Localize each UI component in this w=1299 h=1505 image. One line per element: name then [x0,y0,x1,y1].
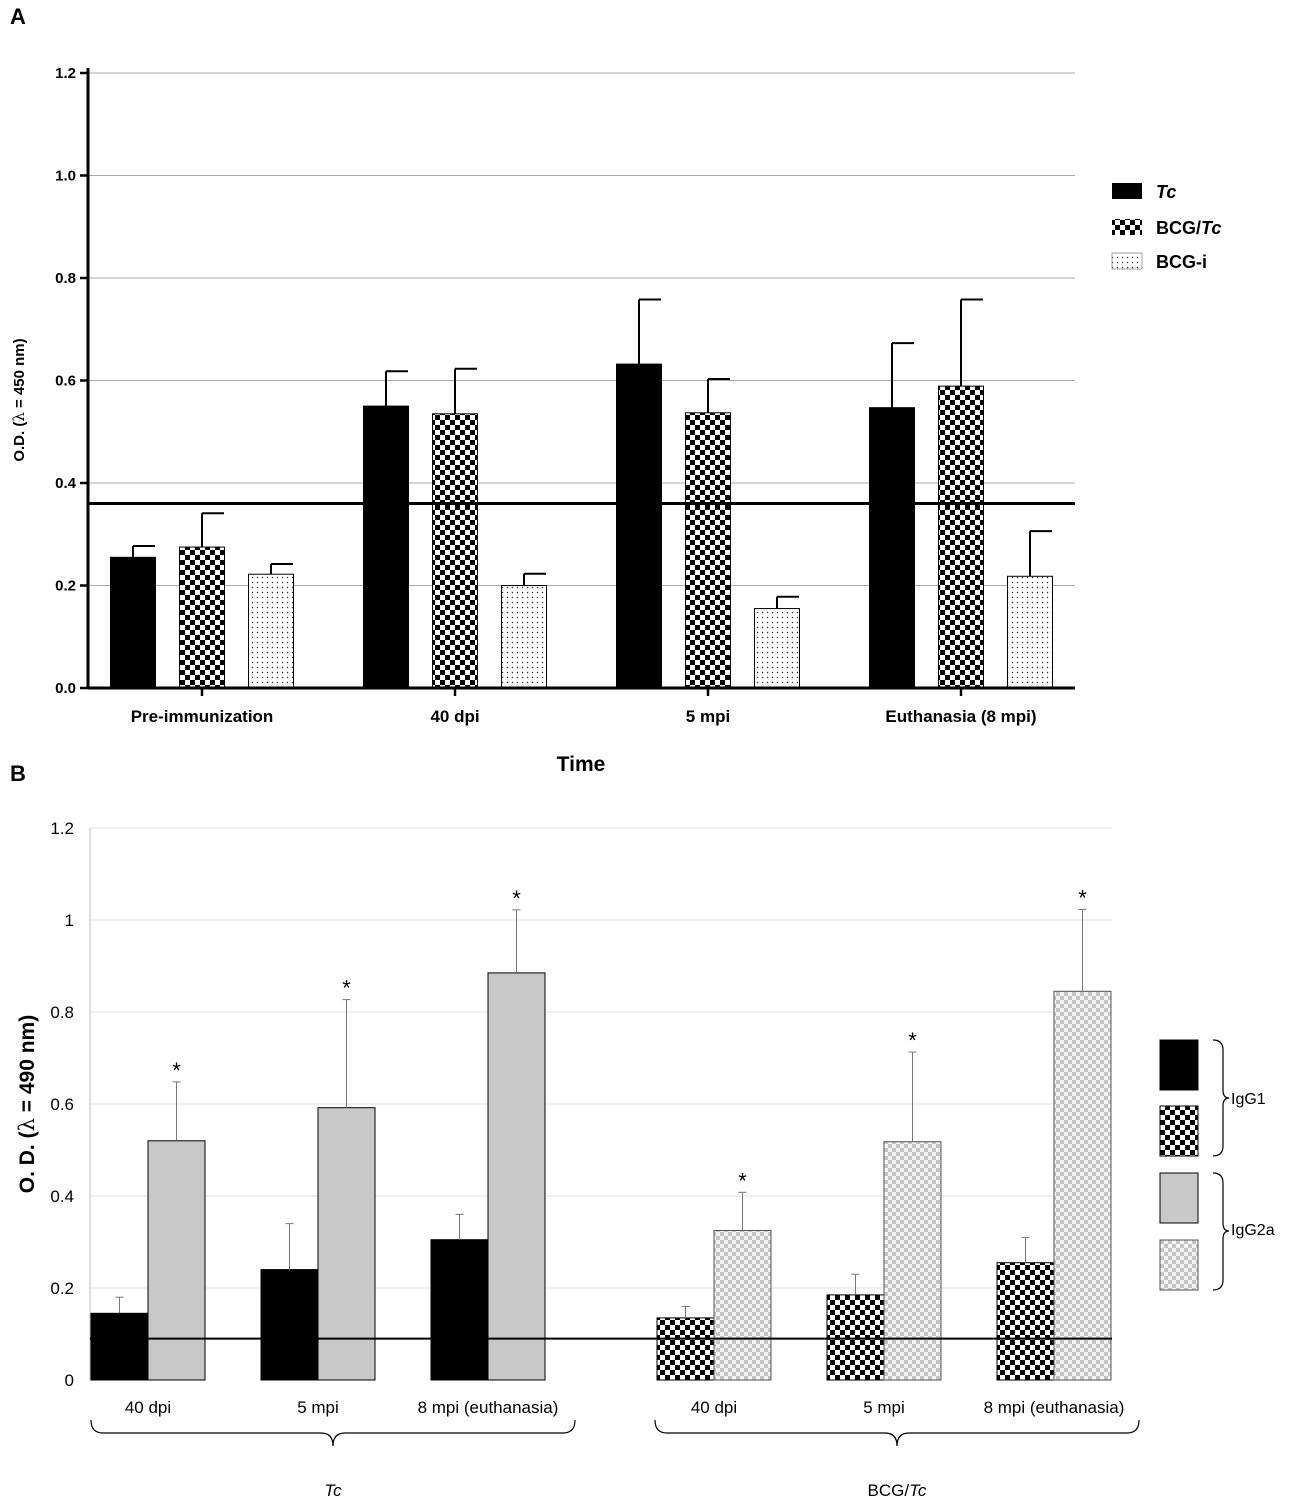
x-category-label-pre-immunization: Pre-immunization [131,707,274,726]
legend-label-tc: Tc [1156,182,1176,202]
bar-bcg-i-40-dpi [501,585,547,689]
y-tick-label-b: 1.2 [50,819,74,838]
bar-bcg-i-5-mpi [754,608,800,689]
y-tick-label-b: 0 [65,1371,74,1390]
legend-swatch-igg1-bcg-tc [1159,1105,1199,1157]
legend-a: Tc BCG/Tc BCG-i [1111,182,1221,272]
legend-label-bcg-tc: BCG/Tc [1156,218,1221,238]
legend-swatch-igg2a-bcg-tc [1159,1239,1199,1291]
legend-swatch-bcg-i [1111,252,1143,270]
y-tick-label-a: 1.0 [55,168,76,185]
y-tick-label-a: 0.0 [55,680,76,697]
panel-label-b: B [10,761,26,786]
panel-label-a: A [10,4,26,29]
significance-star: * [1078,885,1087,910]
y-tick-label-b: 0.8 [50,1003,74,1022]
bar-tc-euthanasia-8-mpi [869,407,915,689]
legend-swatch-igg2a-tc [1159,1172,1199,1224]
legend-label-igg2a: IgG2a [1231,1222,1275,1239]
y-tick-label-a: 1.2 [55,65,76,82]
y-axis-title-a: O.D. (λ = 450 nm) [10,338,28,461]
bar-igg1-tc-40-dpi [90,1312,149,1381]
group-brace-bcg-tc: BCG/Tc [654,1419,1140,1500]
x-category-label-5-mpi: 5 mpi [863,1398,905,1417]
bar-bcg-i-euthanasia-8-mpi [1007,575,1053,689]
bar-tc-40-dpi [363,405,409,689]
bar-igg1-bcg-tc-5-mpi [826,1294,885,1381]
bar-igg2a-bcg-tc-8-mpi-euthanasia [1053,990,1112,1381]
bar-bcg-tc-40-dpi [432,413,478,689]
group-label-tc: Tc [324,1481,342,1500]
bar-bcg-i-pre-immunization [248,573,294,689]
legend-swatch-bcg-tc [1112,219,1142,235]
legend-brace-igg2a [1212,1172,1230,1291]
bar-igg2a-tc-8-mpi-euthanasia [487,972,546,1381]
chart-panel-a: 0.0 0.2 0.4 0.6 0.8 1.0 1.2 Pre-immunization 40 … [55,65,1075,726]
bar-igg1-bcg-tc-40-dpi [656,1317,715,1381]
group-label-bcg-tc: BCG/Tc [868,1481,927,1500]
bar-bcg-tc-5-mpi [685,412,731,689]
bar-igg2a-bcg-tc-5-mpi [883,1141,942,1381]
bar-tc-5-mpi [616,363,662,689]
bar-tc-pre-immunization [110,556,156,689]
legend-b: IgG1 IgG2a [1159,1039,1275,1291]
bar-igg2a-tc-5-mpi [317,1107,376,1381]
x-category-label-euthanasia-8-mpi: Euthanasia (8 mpi) [885,707,1036,726]
x-category-label-40-dpi: 40 dpi [430,707,479,726]
bar-igg1-tc-8-mpi-euthanasia [430,1239,489,1381]
x-axis-title-a: Time [557,753,606,776]
significance-star: * [512,886,521,911]
significance-star: * [342,976,351,1001]
significance-star: * [172,1058,181,1083]
y-tick-label-a: 0.8 [55,270,76,287]
x-category-label-5-mpi: 5 mpi [686,707,730,726]
bar-igg2a-tc-40-dpi [147,1140,206,1381]
y-tick-label-b: 0.2 [50,1279,74,1298]
bar-bcg-tc-euthanasia-8-mpi [938,385,984,689]
chart-panel-b: 0 0.2 0.4 0.6 0.8 1 1.2 * * * * * * 40 dpi 5 mpi 8 mpi … [50,819,1124,1417]
significance-star: * [908,1028,917,1053]
y-axis-title-b: O. D. (λ = 490 nm) [15,1015,39,1193]
x-category-label-8-mpi-euthanasia: 8 mpi (euthanasia) [418,1398,559,1417]
y-tick-label-b: 0.6 [50,1095,74,1114]
legend-label-igg1: IgG1 [1231,1091,1266,1108]
legend-label-bcg-i: BCG-i [1156,252,1207,272]
legend-swatch-tc [1112,183,1142,199]
y-tick-label-a: 0.2 [55,578,76,595]
y-tick-label-b: 1 [65,911,74,930]
y-tick-label-a: 0.6 [55,373,76,390]
group-brace-tc: Tc [90,1419,576,1500]
x-category-label-40-dpi: 40 dpi [125,1398,171,1417]
y-tick-label-a: 0.4 [55,475,77,492]
bar-igg1-tc-5-mpi [260,1269,319,1381]
x-category-label-8-mpi-euthanasia: 8 mpi (euthanasia) [984,1398,1125,1417]
bar-bcg-tc-pre-immunization [179,546,225,689]
significance-star: * [738,1168,747,1193]
x-category-label-40-dpi: 40 dpi [691,1398,737,1417]
bar-igg2a-bcg-tc-40-dpi [713,1230,772,1381]
bar-igg1-bcg-tc-8-mpi-euthanasia [996,1262,1055,1381]
x-category-label-5-mpi: 5 mpi [297,1398,339,1417]
legend-brace-igg1 [1212,1039,1230,1157]
y-tick-label-b: 0.4 [50,1187,74,1206]
legend-swatch-igg1-tc [1159,1039,1199,1091]
